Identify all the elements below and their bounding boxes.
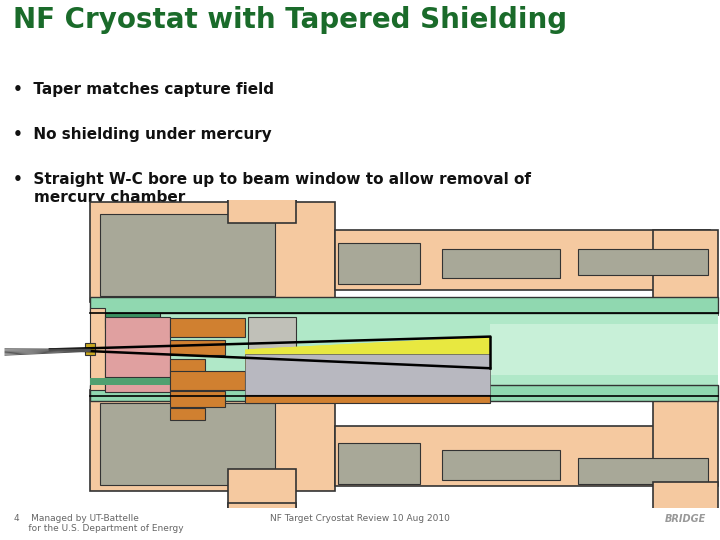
Bar	[170, 371, 245, 390]
Bar	[338, 443, 420, 484]
Bar	[228, 469, 296, 508]
Bar	[85, 343, 95, 355]
Bar	[228, 503, 296, 521]
Bar	[335, 427, 710, 486]
Bar	[245, 395, 490, 403]
Bar	[100, 214, 275, 295]
Bar	[442, 248, 560, 279]
Bar	[105, 313, 160, 328]
Bar	[170, 392, 225, 407]
Bar	[90, 379, 330, 386]
Text: •  Taper matches capture field: • Taper matches capture field	[13, 82, 274, 97]
Bar	[228, 185, 296, 223]
Bar	[245, 354, 490, 398]
Bar	[248, 317, 296, 355]
Bar	[105, 317, 170, 381]
Bar	[90, 201, 335, 302]
Bar	[90, 297, 718, 313]
Bar	[335, 317, 718, 381]
Bar	[490, 324, 718, 375]
Bar	[578, 249, 708, 275]
Bar	[653, 482, 718, 521]
Bar	[90, 308, 105, 390]
Bar	[170, 408, 205, 420]
Bar	[170, 359, 205, 373]
Bar	[90, 313, 718, 386]
Bar	[653, 230, 718, 315]
Bar	[338, 242, 420, 284]
Bar	[100, 403, 275, 484]
Text: NF Cryostat with Tapered Shielding: NF Cryostat with Tapered Shielding	[13, 6, 567, 34]
Text: BRIDGE: BRIDGE	[665, 514, 706, 524]
Bar	[170, 318, 245, 336]
Text: •  No shielding under mercury: • No shielding under mercury	[13, 127, 271, 142]
Bar	[335, 230, 710, 289]
Text: •  Straight W-C bore up to beam window to allow removal of
    mercury chamber: • Straight W-C bore up to beam window to…	[13, 172, 531, 205]
Bar	[90, 386, 718, 401]
Polygon shape	[245, 336, 490, 368]
Bar	[442, 450, 560, 480]
Bar	[170, 340, 225, 355]
Bar	[578, 458, 708, 484]
Text: 4    Managed by UT-Battelle
     for the U.S. Department of Energy: 4 Managed by UT-Battelle for the U.S. De…	[14, 514, 184, 533]
Bar	[228, 200, 296, 201]
Text: NF Target Cryostat Review 10 Aug 2010: NF Target Cryostat Review 10 Aug 2010	[270, 514, 450, 523]
Bar	[653, 401, 718, 486]
Polygon shape	[245, 336, 490, 368]
Bar	[90, 390, 335, 490]
Bar	[105, 377, 170, 392]
